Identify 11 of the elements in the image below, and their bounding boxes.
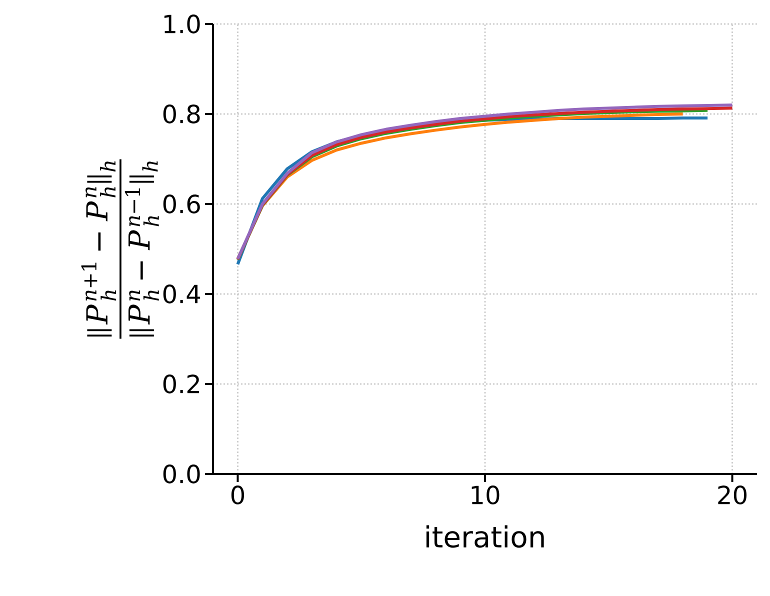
y-tick-label: 0.8 <box>163 104 200 124</box>
y-tick-label: 0.4 <box>163 284 200 304</box>
x-axis-title: iteration <box>426 525 544 548</box>
y-axis-title: $\frac{\|P_h^{n+1}-P_h^{n}\|_h}{\|P_h^{n}-P_h^{n-1}\|_h}$ <box>81 159 159 339</box>
x-tick-label: 10 <box>472 486 500 504</box>
y-tick-label: 0.2 <box>163 374 199 394</box>
y-tick-label: 1.0 <box>164 14 200 34</box>
y-tick-label: 0.6 <box>163 194 200 214</box>
x-tick-label: 20 <box>718 486 747 504</box>
x-tick-label: 0 <box>231 486 244 504</box>
y-tick-label: 0.0 <box>163 464 200 484</box>
